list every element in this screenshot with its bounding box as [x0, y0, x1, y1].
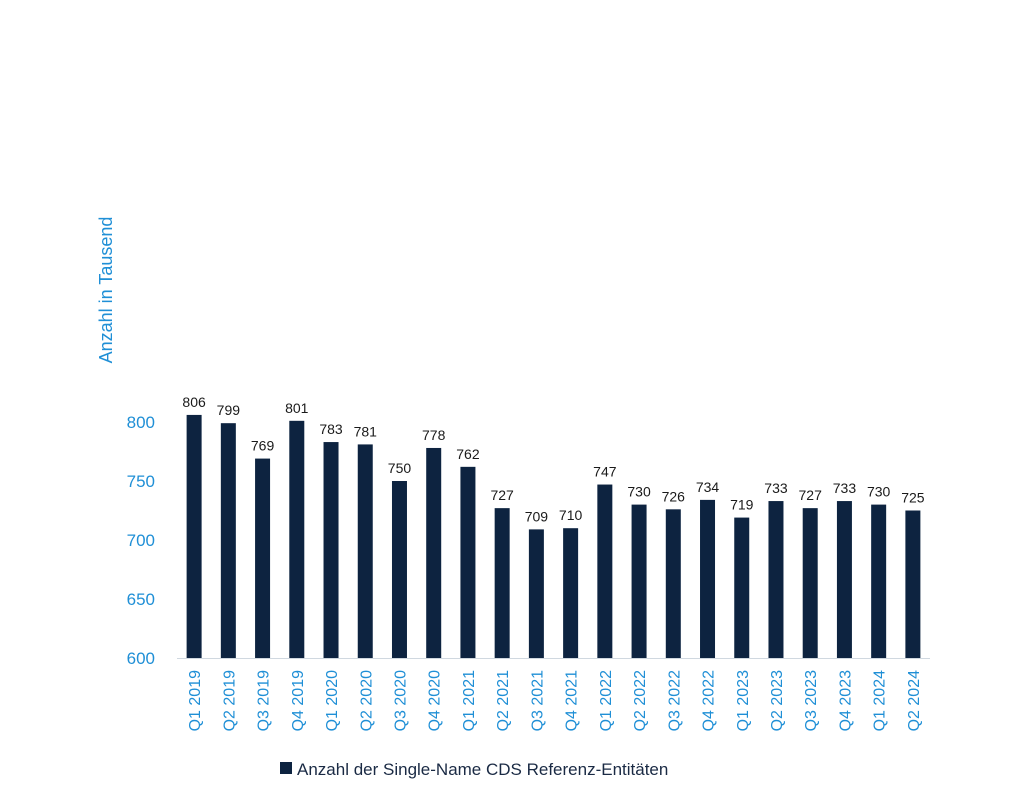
data-label: 727: [799, 487, 823, 503]
data-label: 730: [627, 484, 651, 500]
x-tick-label: Q1 2021: [461, 670, 478, 731]
x-tick-label: Q3 2019: [256, 670, 273, 731]
x-tick-label: Q2 2019: [221, 670, 238, 731]
x-tick-label: Q3 2021: [529, 670, 546, 731]
bar: [836, 501, 852, 658]
bar: [871, 504, 887, 658]
data-label: 727: [490, 487, 514, 503]
x-tick-label: Q2 2021: [495, 670, 512, 731]
y-tick-label: 800: [127, 413, 155, 432]
bar: [289, 420, 305, 658]
x-tick-label: Q4 2019: [290, 670, 307, 731]
data-label: 781: [354, 423, 378, 439]
data-label: 733: [833, 480, 857, 496]
x-tick-label: Q2 2022: [632, 670, 649, 731]
x-tick-label: Q1 2020: [324, 670, 341, 731]
data-label: 806: [182, 394, 206, 410]
bar: [426, 447, 442, 658]
x-tick-label: Q3 2020: [392, 670, 409, 731]
bar: [528, 529, 544, 658]
data-label: 747: [593, 464, 617, 480]
bar: [768, 501, 784, 658]
x-tick-label: Q2 2020: [358, 670, 375, 731]
data-label: 734: [696, 479, 720, 495]
data-label: 801: [285, 400, 309, 416]
bar: [563, 528, 579, 658]
bar: [460, 466, 476, 658]
bar: [700, 499, 716, 658]
bar: [597, 484, 613, 658]
data-label: 730: [867, 484, 891, 500]
x-tick-label: Q4 2023: [837, 670, 854, 731]
data-label: 733: [764, 480, 788, 496]
x-tick-label: Q4 2022: [701, 670, 718, 731]
data-label: 799: [217, 402, 241, 418]
x-tick-label: Q3 2023: [803, 670, 820, 731]
data-label: 769: [251, 438, 275, 454]
data-label: 762: [456, 446, 480, 462]
bar: [220, 423, 236, 658]
bar: [631, 504, 647, 658]
bar: [665, 509, 681, 658]
x-tick-label: Q1 2019: [187, 670, 204, 731]
y-axis-title: Anzahl in Tausend: [96, 217, 116, 364]
y-tick-label: 600: [127, 649, 155, 668]
x-tick-label: Q4 2021: [564, 670, 581, 731]
data-label: 725: [901, 490, 925, 506]
data-labels: 806 799 769 801 783 781 750 778 762 727 709 710 747 7…: [182, 394, 924, 524]
y-tick-label: 700: [127, 531, 155, 550]
bars: [186, 414, 921, 658]
bar: [255, 458, 271, 658]
data-label: 709: [525, 508, 549, 524]
y-tick-label: 750: [127, 472, 155, 491]
bar: [357, 444, 373, 658]
x-tick-label: Q2 2024: [906, 670, 923, 731]
bar: [186, 414, 202, 658]
data-label: 710: [559, 507, 583, 523]
data-label: 719: [730, 497, 754, 513]
legend-label: Anzahl der Single-Name CDS Referenz-Enti…: [297, 760, 668, 779]
y-axis: 600 650 700 750 800: [127, 413, 155, 668]
bar: [494, 508, 510, 658]
bar: [323, 442, 339, 658]
bar: [905, 510, 921, 658]
x-tick-label: Q1 2022: [598, 670, 615, 731]
bar: [802, 508, 818, 658]
legend-swatch: [280, 762, 292, 774]
x-tick-label: Q3 2022: [666, 670, 683, 731]
bar: [734, 517, 750, 658]
data-label: 783: [319, 421, 343, 437]
y-tick-label: 650: [127, 590, 155, 609]
x-tick-label: Q1 2024: [872, 670, 889, 731]
bar: [391, 481, 407, 658]
x-tick-label: Q2 2023: [769, 670, 786, 731]
data-label: 750: [388, 460, 412, 476]
x-tick-label: Q4 2020: [427, 670, 444, 731]
legend: Anzahl der Single-Name CDS Referenz-Enti…: [280, 760, 668, 779]
x-tick-label: Q1 2023: [735, 670, 752, 731]
x-axis: Q1 2019 Q2 2019 Q3 2019 Q4 2019 Q1 2020 Q2 20…: [187, 670, 923, 731]
data-label: 726: [662, 488, 686, 504]
data-label: 778: [422, 427, 446, 443]
